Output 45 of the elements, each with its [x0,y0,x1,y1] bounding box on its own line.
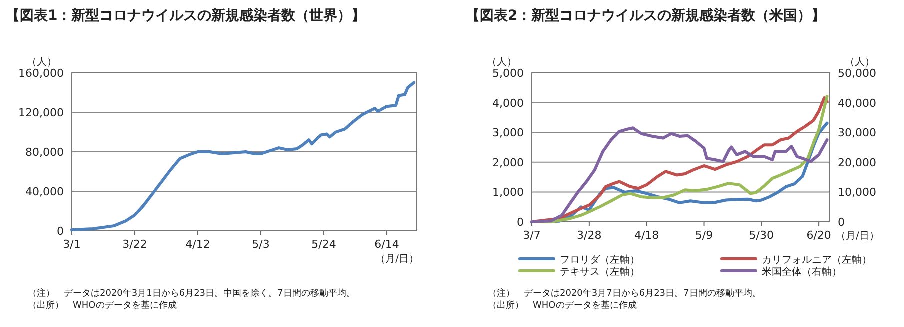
text: （出所） WHOのデータを基に作成 [488,300,637,311]
y2-tick-label: 50,000 [838,67,876,80]
y-tick-label: 160,000 [18,67,64,80]
text: （注） データは2020年3月1日から6月23日。中国を除く。7日間の移動平均。 [28,288,356,299]
y-tick-label: 40,000 [26,186,64,198]
x-tick-label: 3/22 [122,238,148,251]
y-axis-title: （人） [27,57,57,68]
y-tick-label: 3,000 [492,126,524,140]
y2-tick-label: 40,000 [838,96,876,110]
y2-tick-label: 0 [838,216,845,229]
x-tick-label: 3/1 [63,238,81,251]
y-tick-label: 80,000 [26,146,64,159]
chart-title: 【図表1：新型コロナウイルスの新規感染者数（世界）】 [6,7,366,24]
x-axis-title: （月/日） [376,254,419,265]
x-tick-label: 5/3 [252,238,270,251]
x-tick-label: 5/30 [749,229,774,242]
chart-title: 【図表2：新型コロナウイルスの新規感染者数（米国）】 [466,7,826,24]
x-tick-label: 3/28 [577,229,602,242]
x-axis-title: （月/日） [836,231,880,242]
x-tick-label: 3/7 [523,229,541,242]
text: （注） データは2020年3月7日から6月23日。7日間の移動平均。 [488,288,762,299]
legend-label: フロリダ（左軸） [560,254,640,266]
text: （出所） WHOのデータを基に作成 [28,300,177,311]
x-tick-label: 4/12 [186,238,210,251]
y-tick-label: 120,000 [18,106,64,120]
y2-tick-label: 20,000 [838,156,876,170]
x-tick-label: 4/18 [634,229,660,242]
x-tick-label: 5/24 [312,238,336,251]
y-tick-label: 2,000 [492,156,524,170]
y2-tick-label: 10,000 [838,186,876,200]
x-tick-label: 6/14 [374,238,400,251]
y2-tick-label: 30,000 [838,126,876,140]
y-tick-label: 1,000 [492,186,524,200]
legend-label: カリフォルニア（左軸） [762,254,872,266]
legend-label: テキサス（左軸） [560,266,640,278]
y2-axis-title: （人） [845,57,875,68]
y-tick-label: 4,000 [492,96,524,110]
y-tick-label: 5,000 [492,67,524,80]
legend-label: 米国全体（右軸） [762,266,842,278]
y-tick-label: 0 [57,225,64,238]
y-tick-label: 0 [517,216,524,229]
x-tick-label: 5/9 [695,229,714,242]
x-tick-label: 6/20 [806,229,832,242]
y-axis-title: （人） [487,57,517,68]
line-series [70,81,416,232]
